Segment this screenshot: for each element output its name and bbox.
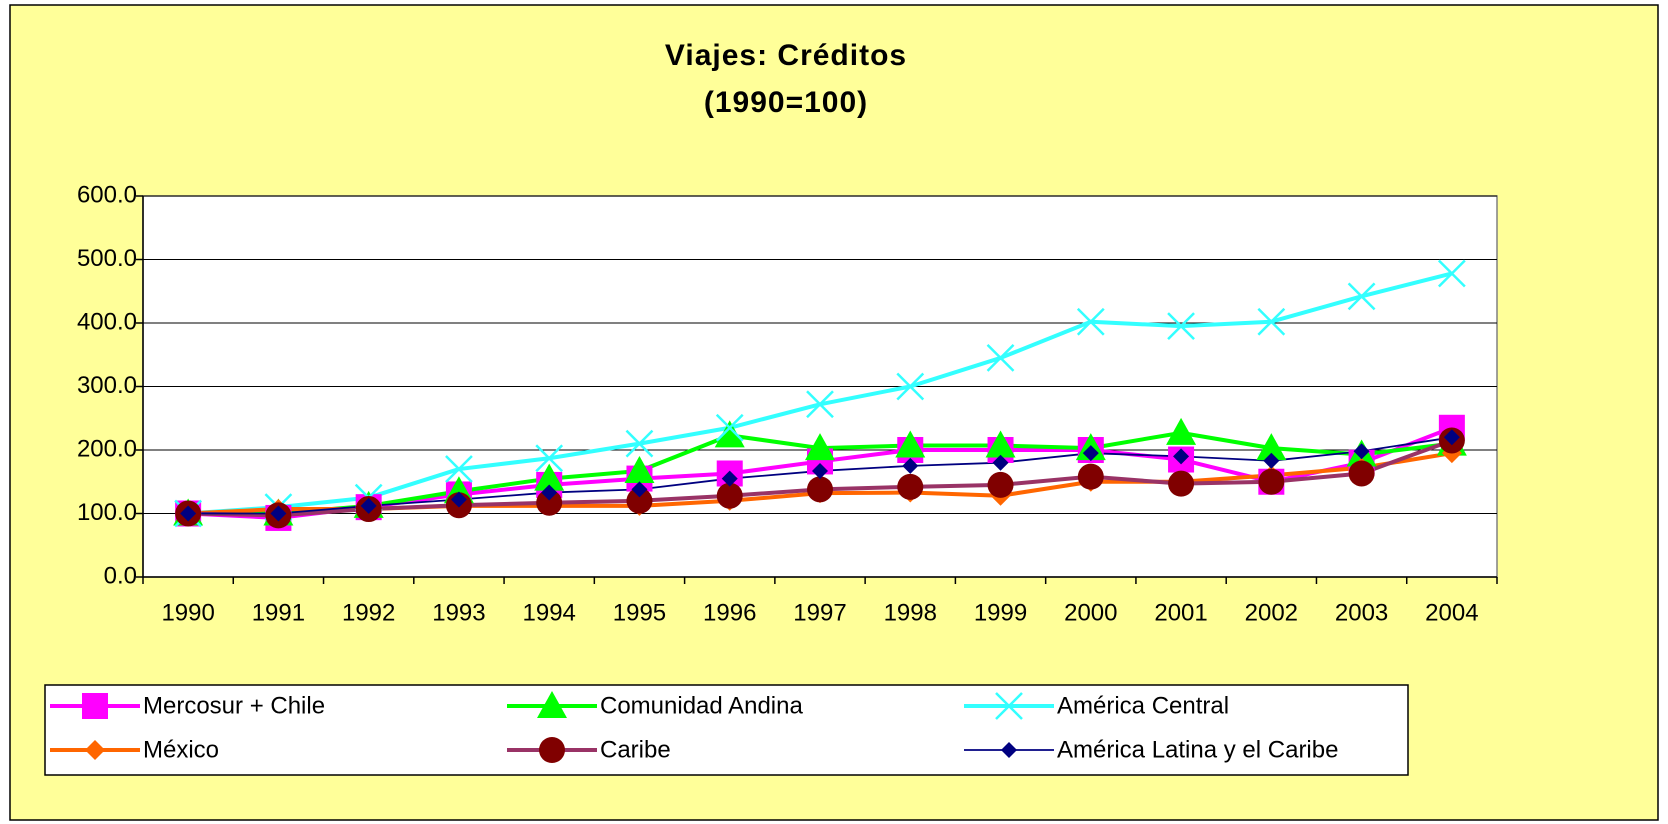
x-tick-label: 1995 [613,599,666,626]
data-point [985,430,1016,458]
data-point [541,484,558,501]
x-tick-label: 1991 [252,599,305,626]
x-tick-label: 1999 [974,599,1027,626]
data-point [1082,445,1099,462]
data-point [896,372,925,401]
data-point [895,430,926,458]
y-tick-label: 100.0 [77,499,137,526]
data-point [902,457,919,474]
data-point [1256,433,1287,461]
y-tick-label: 600.0 [77,181,137,208]
chart-title: Viajes: Créditos [665,39,907,72]
data-point [897,473,924,500]
x-tick-label: 1992 [342,599,395,626]
data-point [992,454,1009,471]
data-point [625,429,654,458]
data-point [987,471,1014,498]
data-point [180,505,197,522]
legend-label: México [143,736,219,763]
legend-marker [539,737,565,763]
data-point [1348,460,1375,487]
data-point [1168,470,1195,497]
data-point [534,463,565,491]
x-tick-label: 1998 [884,599,937,626]
legend-marker [995,692,1023,720]
data-point [1437,259,1466,288]
x-tick-label: 1993 [432,599,485,626]
data-point [716,482,743,509]
data-point [536,489,563,516]
x-tick-label: 1997 [793,599,846,626]
data-point [1258,468,1285,495]
legend-label: Mercosur + Chile [143,692,325,719]
data-point [1076,307,1105,336]
x-tick-label: 1996 [703,599,756,626]
x-tick-label: 1990 [161,599,214,626]
data-point [631,481,648,498]
x-tick-label: 2002 [1245,599,1298,626]
x-tick-label: 2004 [1425,599,1478,626]
legend-marker [537,691,567,718]
y-tick-label: 300.0 [77,372,137,399]
data-point [1443,429,1460,446]
data-point [1257,307,1286,336]
legend-label: Comunidad Andina [600,692,803,719]
data-point [812,462,828,479]
legend-label: Caribe [600,736,671,763]
data-point [1347,282,1376,311]
data-point [360,497,377,514]
data-point [624,455,655,483]
data-point [1167,312,1195,341]
x-tick-label: 2001 [1154,599,1207,626]
legend-box [44,684,1409,776]
data-point [721,470,738,487]
data-point [535,444,564,473]
data-point [1263,452,1280,469]
data-point [807,476,833,503]
legend-marker [85,740,105,760]
data-point [270,505,287,522]
data-point [1173,448,1190,465]
data-point [1077,463,1104,490]
data-point [450,491,467,508]
legend-label: América Central [1057,692,1229,719]
data-point [805,433,835,461]
data-point [714,420,745,448]
legend-label: América Latina y el Caribe [1057,736,1338,763]
x-tick-label: 2000 [1064,599,1117,626]
y-tick-label: 500.0 [77,245,137,272]
data-point [626,487,653,514]
data-point [1166,417,1197,445]
data-point [986,344,1015,372]
legend-marker [1001,742,1017,758]
x-tick-label: 1994 [523,599,576,626]
data-point [1353,443,1370,460]
data-point [445,455,473,483]
data-point [715,413,744,442]
y-tick-label: 400.0 [77,308,137,335]
legend-marker [82,693,108,719]
x-tick-label: 2003 [1335,599,1388,626]
chart-subtitle: (1990=100) [704,86,868,119]
y-tick-label: 200.0 [77,435,137,462]
data-point [806,390,834,419]
y-tick-label: 0.0 [104,562,137,589]
